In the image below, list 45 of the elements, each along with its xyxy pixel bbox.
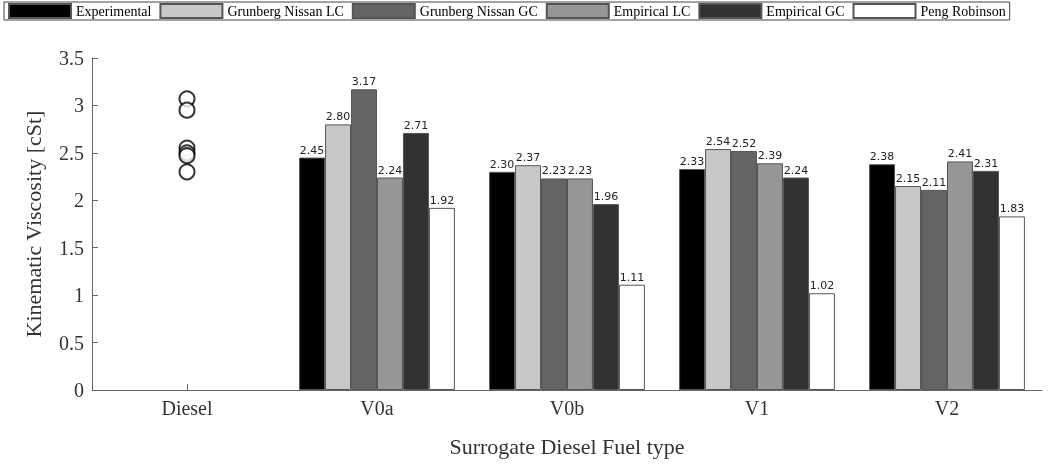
y-tick-label: 2 [74,189,84,212]
data-label: 2.39 [757,149,783,163]
y-tick-label: 1 [74,284,84,307]
data-label: 2.80 [325,110,351,124]
x-tick-label: V2 [934,397,960,419]
y-tick-label: 0 [74,379,84,401]
data-label: 2.15 [895,172,921,186]
legend-label: Empirical GC [766,3,845,19]
y-tick-label: 1.5 [59,236,84,259]
x-tick-label: V0b [549,397,585,419]
data-label: 1.83 [999,202,1025,216]
legend-label: Empirical LC [613,3,691,19]
data-label: 3.17 [351,75,377,89]
y-tick-label: 3.5 [59,47,84,69]
data-label: 2.24 [377,163,403,177]
data-label: 2.24 [783,163,809,177]
legend-label: Grunberg Nissan GC [419,3,538,19]
data-label: 2.71 [403,118,429,132]
legend-label: Experimental [76,3,152,19]
data-label: 2.23 [567,164,593,178]
data-label: 2.37 [515,151,541,165]
data-label: 2.31 [973,156,999,170]
data-label: 2.52 [731,136,757,150]
y-tick-label: 3 [74,94,84,117]
data-label: 2.38 [869,150,895,164]
y-axis-title: Kinematic Viscosity [cSt] [20,110,46,338]
data-label: 2.45 [299,143,325,157]
x-tick-label: V1 [744,397,770,419]
data-label: 2.23 [541,164,567,178]
data-label: 2.30 [489,157,515,171]
x-tick-label: V0a [360,397,394,419]
data-label: 2.41 [947,147,973,161]
x-axis-title: Surrogate Diesel Fuel type [449,433,685,459]
data-label: 1.96 [593,190,619,204]
data-label: 2.33 [679,154,705,168]
y-tick-label: 2.5 [59,141,84,164]
data-label: 1.11 [619,270,645,284]
legend-label: Grunberg Nissan LC [227,3,344,19]
data-label: 1.02 [809,279,835,293]
data-label: 2.54 [705,135,731,149]
x-tick-label: Diesel [161,397,213,419]
legend-label: Peng Robinson [920,3,1006,19]
data-label: 1.92 [429,193,455,207]
data-label: 2.11 [921,175,947,189]
y-tick-label: 0.5 [59,331,84,354]
